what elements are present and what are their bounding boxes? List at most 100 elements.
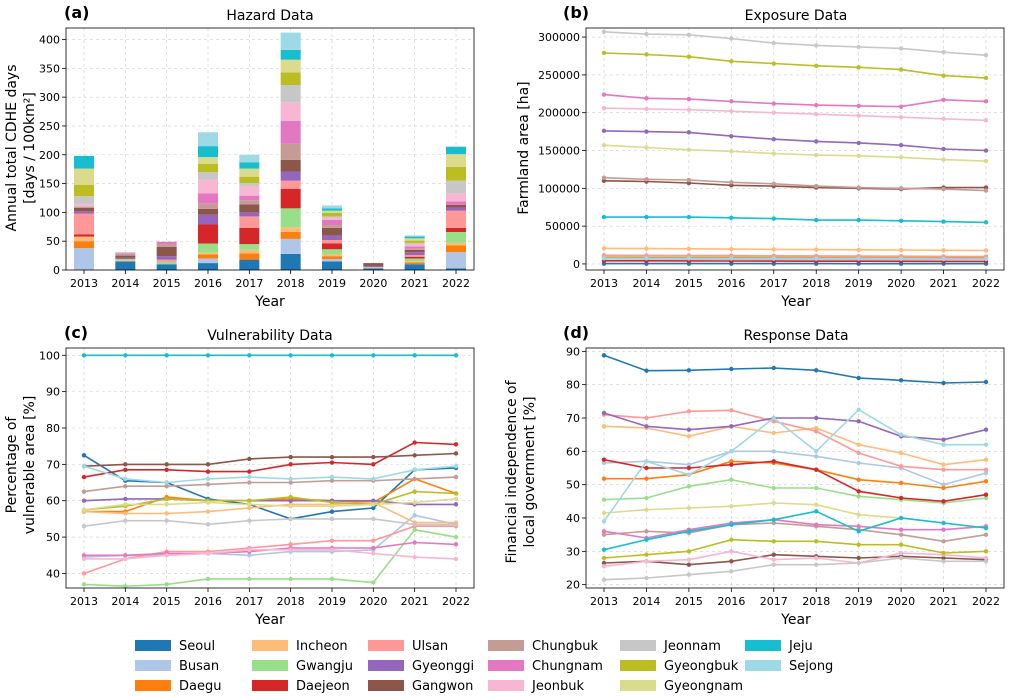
- y-tick-label: 90: [46, 386, 60, 399]
- point-chungbuk-2021: [941, 539, 946, 544]
- bar-chungnam-2015: [156, 241, 177, 245]
- bar-daejeon-2022: [446, 227, 466, 232]
- bar-gyeongbuk-2017: [239, 176, 260, 183]
- bar-gangwon-2020: [363, 263, 384, 266]
- bar-daegu-2022: [446, 245, 466, 253]
- point-gyeongnam-2019: [856, 153, 861, 159]
- series-jeonbuk: [601, 549, 989, 569]
- bar-gangwon-2016: [198, 208, 218, 215]
- point-jeonnam-2013: [81, 523, 87, 529]
- legend-swatch: [488, 660, 524, 671]
- point-gyeonggi-2021: [941, 146, 946, 152]
- bar-chungnam-2017: [239, 195, 260, 201]
- bar-daegu-2021: [404, 262, 425, 265]
- legend-label: Incheon: [296, 639, 348, 654]
- point-incheon-2022: [983, 457, 989, 462]
- point-seoul-2017: [771, 365, 776, 371]
- point-sejong-2018: [814, 256, 819, 261]
- point-chungbuk-2021: [412, 476, 417, 482]
- point-gyeongnam-2022: [453, 496, 459, 502]
- panel-a-letter: (a): [64, 3, 89, 22]
- point-sejong-2016: [205, 476, 211, 482]
- point-gyeongbuk-2016: [729, 59, 734, 64]
- point-jeju-2018: [288, 353, 293, 358]
- point-chungnam-2014: [644, 96, 649, 101]
- bar-sejong-2018: [280, 32, 301, 50]
- point-jeonnam-2015: [686, 32, 692, 38]
- point-jeonbuk-2020: [898, 550, 904, 556]
- point-jeonnam-2015: [686, 572, 692, 577]
- bar-incheon-2021: [404, 261, 425, 263]
- x-tick-label: 2016: [194, 277, 222, 290]
- bar-busan-2016: [198, 258, 218, 264]
- point-gyeonggi-2014: [644, 424, 649, 429]
- point-ulsan-2014: [644, 415, 649, 421]
- point-daejeon-2013: [81, 474, 87, 480]
- line-chungbuk: [603, 176, 987, 192]
- point-gangwon-2021: [412, 453, 417, 458]
- line-sejong: [83, 465, 457, 484]
- x-tick-label: 2015: [153, 277, 181, 290]
- bar-gangwon-2021: [404, 249, 425, 253]
- legend-label: Jeonbuk: [531, 679, 585, 694]
- bar-chungnam-2016: [198, 193, 218, 204]
- point-jeju-2016: [205, 353, 211, 358]
- panel-d-xlabel: Year: [780, 612, 811, 628]
- x-tick-label: 2015: [675, 277, 703, 290]
- point-chungbuk-2022: [453, 474, 459, 480]
- point-jeonbuk-2015: [686, 557, 692, 562]
- x-tick-label: 2018: [802, 595, 830, 608]
- bar-jeonnam-2016: [198, 172, 218, 180]
- point-chungnam-2018: [814, 522, 819, 527]
- series-daejeon: [81, 440, 459, 480]
- point-jeonbuk-2014: [644, 106, 649, 112]
- point-ulsan-2020: [898, 464, 904, 469]
- point-chungnam-2019: [856, 103, 861, 109]
- point-gyeongnam-2022: [983, 158, 989, 164]
- point-seoul-2022: [983, 379, 989, 385]
- point-seoul-2021: [941, 380, 946, 386]
- y-tick-label: 300: [39, 91, 60, 104]
- x-tick-label: 2019: [318, 595, 346, 608]
- point-gyeonggi-2022: [453, 502, 459, 507]
- point-gangwon-2020: [371, 454, 376, 460]
- point-daegu-2020: [898, 480, 904, 486]
- bar-jeonbuk-2021: [404, 244, 425, 247]
- point-jeju-2019: [329, 353, 335, 358]
- series-gyeongbuk: [601, 50, 989, 81]
- bar-chungbuk-2014: [115, 254, 136, 256]
- legend-item-chungbuk: Chungbuk: [488, 639, 599, 654]
- panel-d-title: Response Data: [743, 328, 848, 344]
- point-jeonnam-2013: [601, 29, 607, 34]
- bar-gyeongnam-2017: [239, 168, 260, 177]
- line-ulsan: [83, 525, 456, 575]
- point-incheon-2017: [771, 247, 776, 252]
- point-jeju-2021: [412, 353, 417, 358]
- point-gyeongnam-2018: [814, 152, 819, 158]
- point-chungbuk-2020: [898, 186, 904, 191]
- bar-incheon-2022: [446, 242, 466, 246]
- point-gyeongbuk-2015: [686, 549, 692, 554]
- point-chungbuk-2018: [814, 183, 819, 189]
- line-gyeongbuk: [83, 490, 457, 511]
- panel-c-xlabel: Year: [254, 612, 285, 628]
- point-gyeongbuk-2019: [856, 65, 861, 70]
- legend-swatch: [620, 640, 656, 651]
- point-jeju-2014: [644, 214, 649, 220]
- point-chungbuk-2014: [644, 177, 649, 182]
- point-jeonnam-2020: [898, 555, 904, 561]
- legend-swatch: [135, 680, 171, 691]
- point-chungbuk-2022: [983, 532, 989, 537]
- point-seoul-2020: [898, 378, 904, 383]
- point-chungbuk-2014: [123, 483, 128, 489]
- point-ulsan-2019: [329, 538, 335, 543]
- point-jeju-2020: [898, 515, 904, 521]
- bar-chungnam-2021: [404, 246, 425, 249]
- point-jeju-2017: [247, 353, 252, 358]
- x-tick-label: 2019: [318, 277, 346, 290]
- legend-label: Daejeon: [296, 679, 350, 694]
- point-chungbuk-2015: [686, 177, 692, 183]
- point-ulsan-2016: [729, 408, 734, 413]
- point-gyeonggi-2018: [814, 415, 819, 421]
